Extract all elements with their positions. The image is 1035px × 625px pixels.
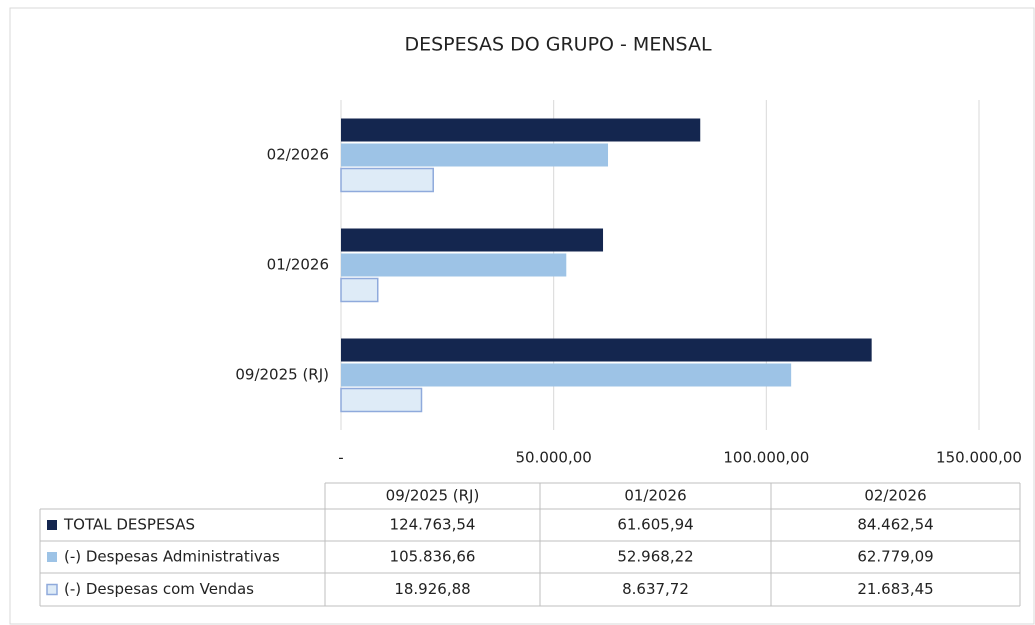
y-tick-label: 01/2026 xyxy=(267,256,329,274)
x-tick-label: - xyxy=(338,449,343,467)
table-cell: 52.968,22 xyxy=(617,548,693,566)
table-cell: 8.637,72 xyxy=(622,580,689,598)
legend-label: (-) Despesas com Vendas xyxy=(64,580,254,598)
bar xyxy=(341,118,701,142)
legend-label: (-) Despesas Administrativas xyxy=(64,548,280,566)
bar xyxy=(340,387,423,413)
table-header: 09/2025 (RJ) xyxy=(386,487,480,505)
table-header: 02/2026 xyxy=(864,487,926,505)
bar xyxy=(341,363,792,387)
legend-marker xyxy=(46,583,58,596)
bar xyxy=(341,143,609,167)
table-cell: 21.683,45 xyxy=(857,580,933,598)
x-tick-label: 100.000,00 xyxy=(723,449,809,467)
legend-marker xyxy=(47,552,57,562)
bar xyxy=(341,253,567,277)
table-cell: 62.779,09 xyxy=(857,548,933,566)
table-cell: 18.926,88 xyxy=(394,580,470,598)
table-cell: 105.836,66 xyxy=(390,548,476,566)
table-cell: 61.605,94 xyxy=(617,516,693,534)
table-cell: 84.462,54 xyxy=(857,516,933,534)
y-tick-label: 02/2026 xyxy=(267,146,329,164)
bar xyxy=(340,167,434,193)
chart-title: DESPESAS DO GRUPO - MENSAL xyxy=(404,34,711,56)
legend-marker xyxy=(47,520,57,530)
table-cell: 124.763,54 xyxy=(390,516,476,534)
bar xyxy=(341,338,872,362)
legend-label: TOTAL DESPESAS xyxy=(63,516,195,534)
x-tick-label: 50.000,00 xyxy=(515,449,591,467)
bar xyxy=(341,228,604,252)
chart-border xyxy=(9,7,1035,625)
y-tick-label: 09/2025 (RJ) xyxy=(235,366,329,384)
table-header: 01/2026 xyxy=(624,487,686,505)
bar xyxy=(340,277,379,303)
x-tick-label: 150.000,00 xyxy=(936,449,1022,467)
